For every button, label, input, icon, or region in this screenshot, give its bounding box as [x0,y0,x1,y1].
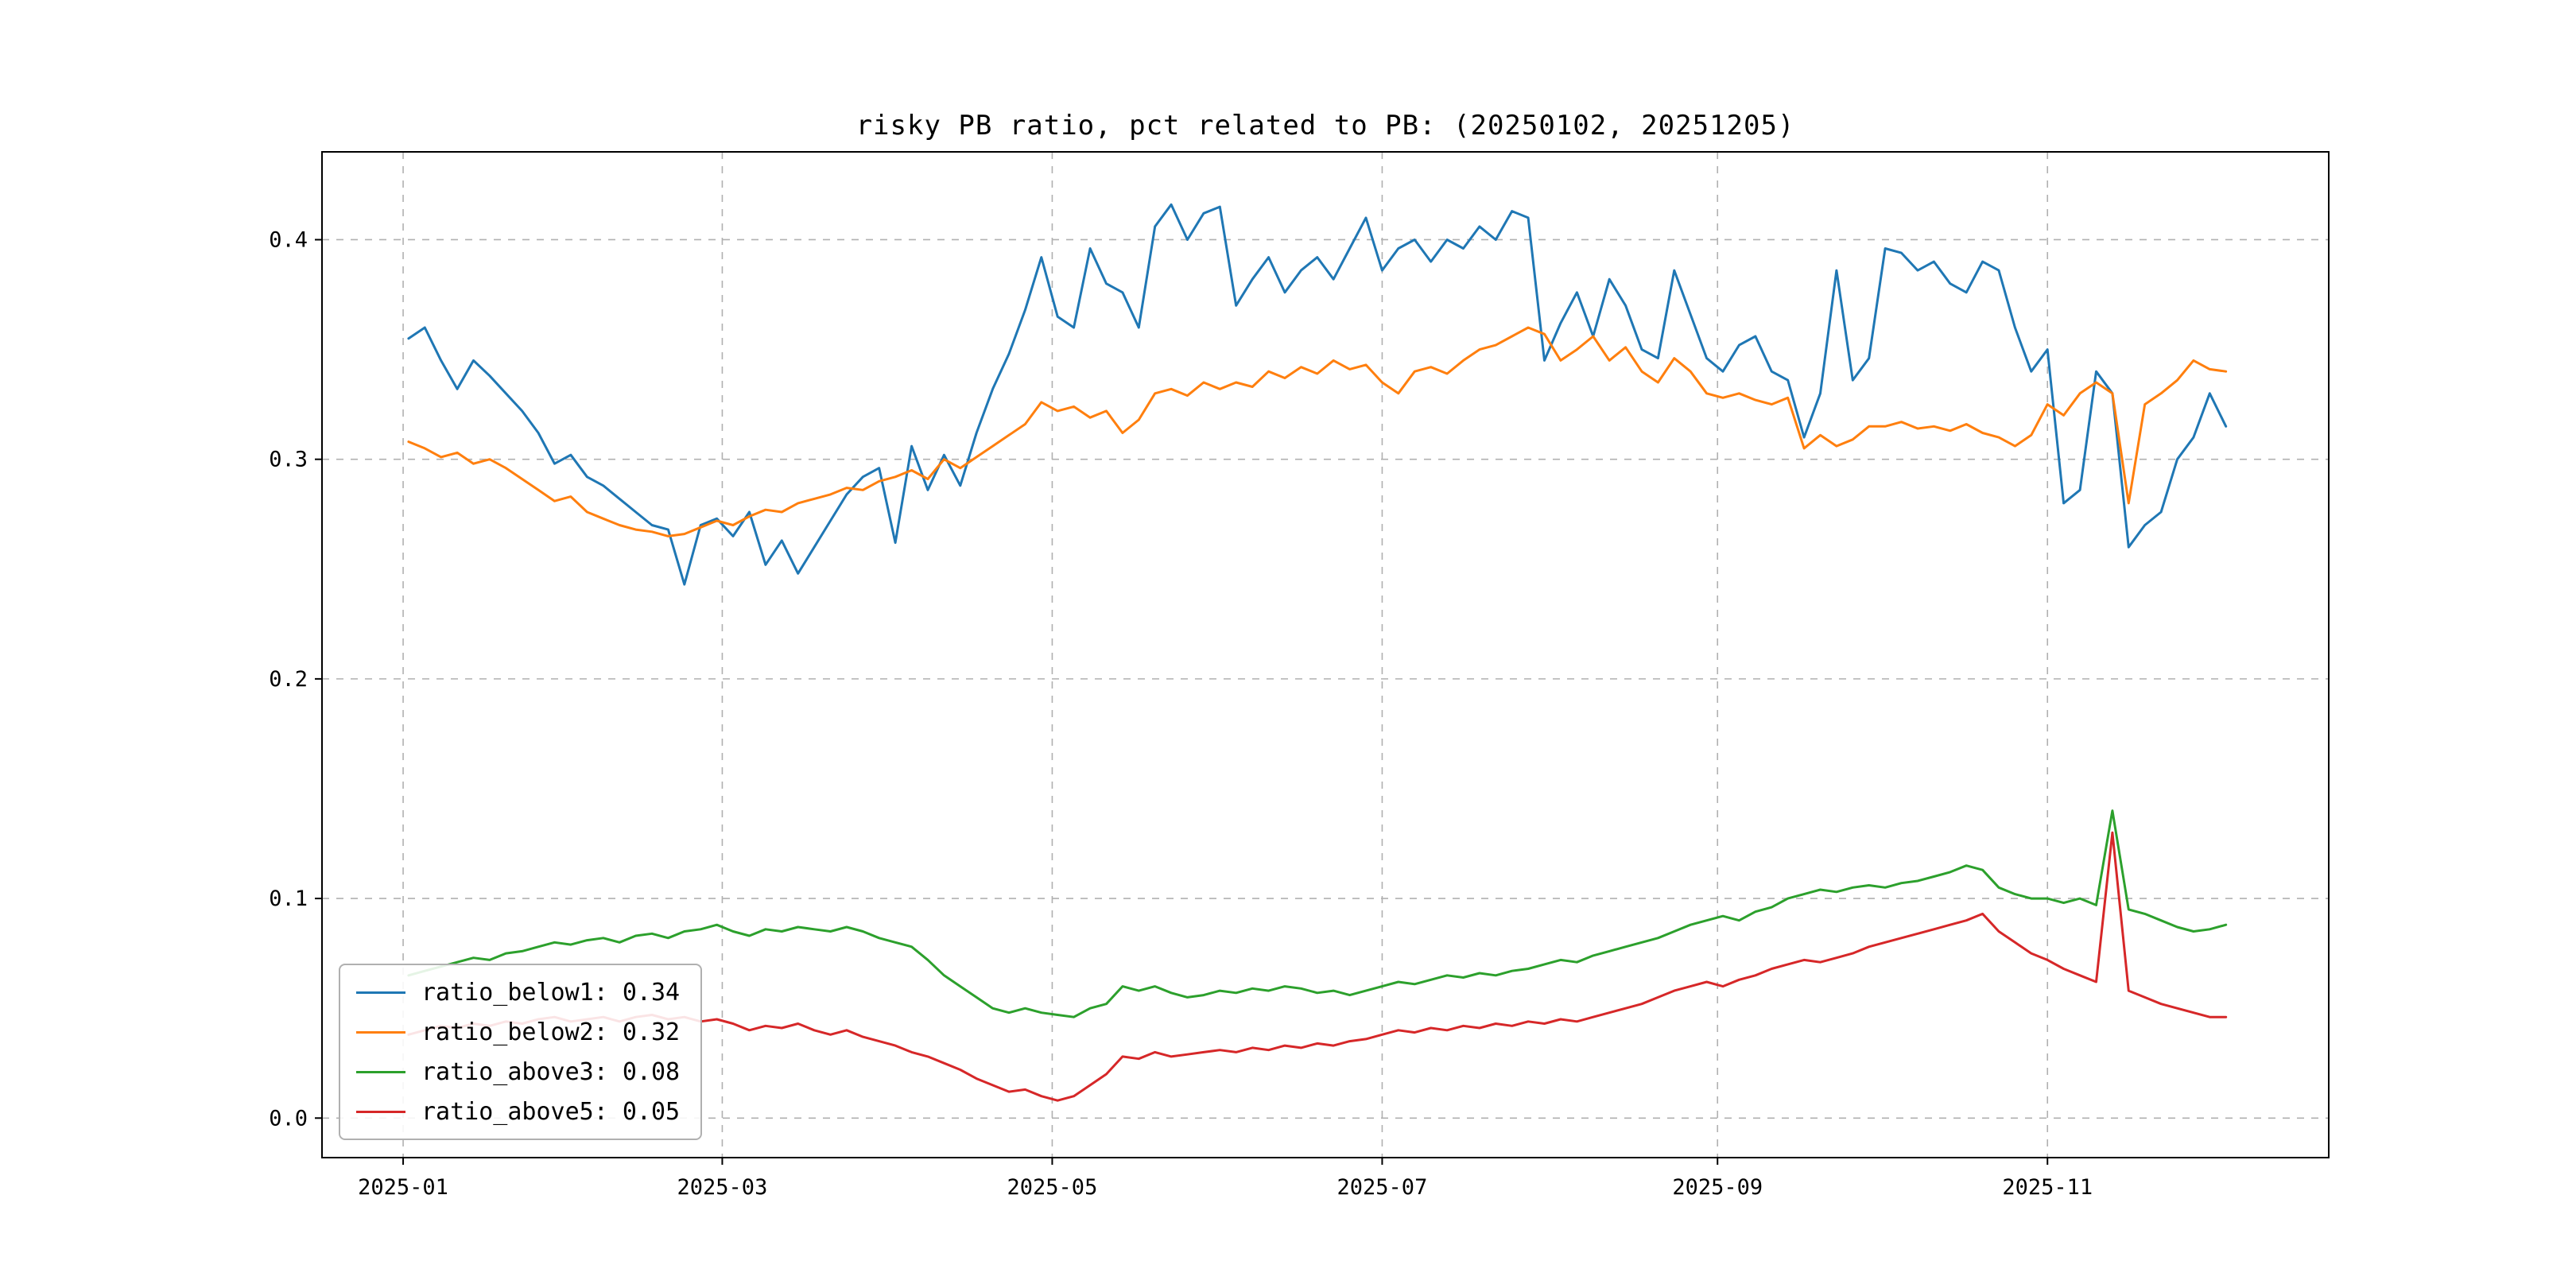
y-tick-label: 0.3 [269,448,308,472]
y-tick-label: 0.2 [269,667,308,692]
legend-line-sample [356,1110,405,1113]
legend-label: ratio_above5: 0.05 [421,1097,681,1126]
series-line-ratio_below1 [407,203,2228,586]
legend-label: ratio_below1: 0.34 [421,978,681,1007]
y-tick-label: 0.1 [269,886,308,911]
series-line-ratio_above3 [407,809,2228,1018]
legend: ratio_below1: 0.34 ratio_below2: 0.32 rati… [339,964,703,1140]
series-line-ratio_below2 [407,326,2228,537]
x-tick-label: 2025-11 [2002,1175,2093,1200]
x-tick-label: 2025-09 [1672,1175,1763,1200]
y-tick-label: 0.4 [269,227,308,252]
series-line-ratio_above5 [407,831,2228,1102]
legend-line-sample [356,1030,405,1034]
x-tick-label: 2025-05 [1007,1175,1098,1200]
legend-item: ratio_below1: 0.34 [356,976,680,1008]
legend-line-sample [356,991,405,994]
legend-label: ratio_below2: 0.32 [421,1018,681,1046]
legend-item: ratio_below2: 0.32 [356,1016,680,1048]
legend-line-sample [356,1070,405,1073]
x-tick-label: 2025-03 [677,1175,768,1200]
legend-item: ratio_above3: 0.08 [356,1056,680,1088]
y-tick-label: 0.0 [269,1106,308,1131]
legend-label: ratio_above3: 0.08 [421,1057,681,1086]
legend-item: ratio_above5: 0.05 [356,1096,680,1127]
x-tick-label: 2025-07 [1337,1175,1428,1200]
axes-frame [321,151,2330,1158]
x-tick-label: 2025-01 [358,1175,448,1200]
chart-title: risky PB ratio, pct related to PB: (2025… [855,110,1795,142]
